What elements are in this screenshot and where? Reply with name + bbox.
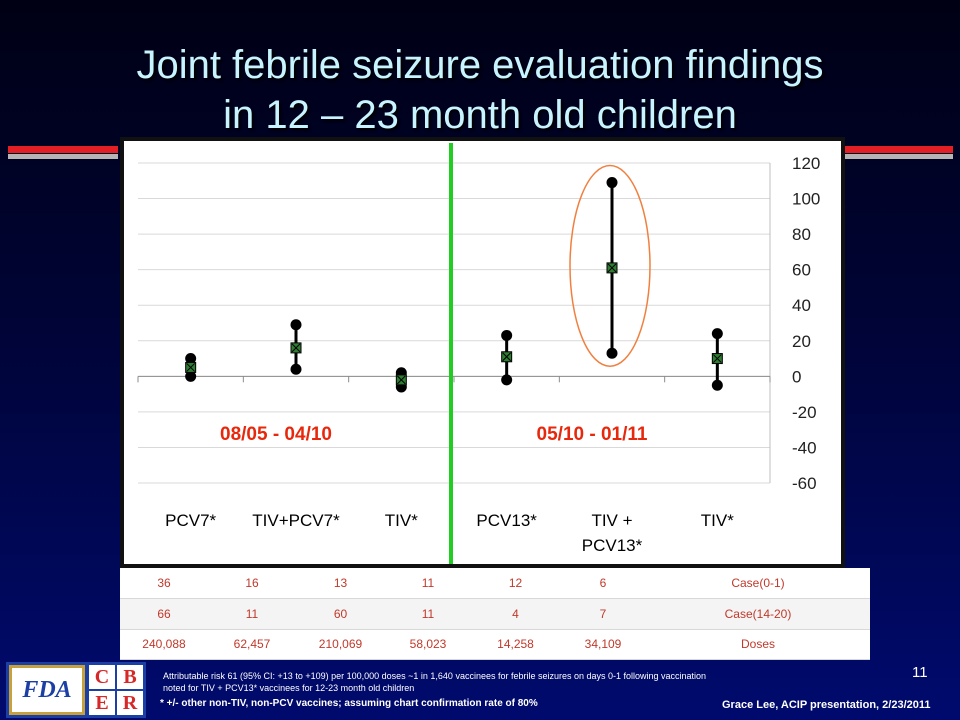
table-cell: 34,109 (560, 629, 646, 660)
point-estimate-cross (502, 352, 512, 362)
category-label: TIV* (701, 511, 734, 530)
point-estimate-cross (291, 343, 301, 353)
ci-upper-point (711, 328, 723, 340)
period-label: 05/10 - 01/11 (537, 424, 648, 445)
y-tick-label: 120 (792, 154, 820, 173)
table-row-label: Case(0-1) (646, 568, 870, 599)
category-label: TIV + PCV13* (582, 511, 643, 555)
period-label: 08/05 - 04/10 (220, 424, 332, 445)
table-cell: 12 (471, 568, 560, 599)
table-cell: 36 (120, 568, 208, 599)
table-row: 240,088 62,457 210,069 58,023 14,258 34,109 Do… (120, 629, 870, 660)
y-tick-label: -20 (792, 403, 817, 422)
footnote-attributable-risk: Attributable risk 61 (95% CI: +13 to +10… (163, 671, 707, 693)
table-cell: 11 (385, 568, 471, 599)
point-estimate-cross (186, 363, 196, 372)
slide-title: Joint febrile seizure evaluation finding… (20, 40, 940, 140)
decorative-stripe-gray-left (8, 154, 118, 159)
y-tick-label: 60 (792, 261, 811, 280)
table-cell: 62,457 (208, 629, 296, 660)
table-row-label: Doses (646, 629, 870, 660)
ci-upper-point (501, 329, 513, 341)
table-cell: 7 (560, 598, 646, 630)
table-cell: 210,069 (296, 629, 385, 660)
ci-lower-point (606, 347, 618, 359)
table-row: 36 16 13 11 12 6 Case(0-1) (120, 568, 870, 599)
table-cell: 16 (208, 568, 296, 599)
title-line-2: in 12 – 23 month old children (223, 93, 737, 137)
table-cell: 4 (471, 598, 560, 630)
table-cell: 58,023 (385, 629, 471, 660)
table-cell: 11 (385, 598, 471, 630)
category-label: TIV* (385, 511, 418, 530)
table-cell: 6 (560, 568, 646, 599)
ci-upper-point (290, 319, 302, 331)
ci-lower-point (711, 379, 723, 391)
table-cell: 11 (208, 598, 296, 630)
table-row: 66 11 60 11 4 7 Case(14-20) (120, 598, 870, 630)
decorative-stripe-gray-right (845, 154, 953, 159)
ci-upper-point (606, 177, 618, 189)
cber-letter: R (117, 691, 143, 715)
point-estimate-cross (607, 263, 617, 273)
point-estimate-cross (712, 354, 722, 363)
table-cell: 240,088 (120, 629, 208, 660)
ci-lower-point (185, 370, 197, 382)
table-cell: 60 (296, 598, 385, 630)
table-row-label: Case(14-20) (646, 598, 870, 630)
fda-logo: FDA (9, 665, 85, 715)
cber-letter: B (117, 665, 143, 689)
ci-lower-point (501, 374, 513, 386)
table-cell: 66 (120, 598, 208, 630)
cber-logo: C B E R (89, 665, 143, 715)
point-estimate-cross (396, 375, 406, 385)
cber-letter: C (89, 665, 115, 689)
y-tick-label: 100 (792, 190, 820, 209)
ci-upper-point (185, 353, 197, 365)
decorative-stripe-right (845, 146, 953, 153)
title-line-1: Joint febrile seizure evaluation finding… (136, 43, 824, 87)
page-number: 11 (912, 664, 928, 681)
category-label: PCV13* (476, 511, 537, 530)
ci-lower-point (290, 363, 302, 375)
fda-cber-logo: FDA C B E R (6, 662, 146, 718)
y-tick-label: 40 (792, 296, 811, 315)
y-tick-label: -60 (792, 474, 817, 493)
cber-letter: E (89, 691, 115, 715)
ci-chart: 120 100 80 60 40 20 0 -20 -40 -60 08/05 - 04/10 05… (137, 143, 820, 564)
y-tick-label: -40 (792, 438, 817, 457)
category-label: PCV7* (165, 511, 216, 530)
footnote-vaccines: * +/- other non-TIV, non-PCV vaccines; a… (160, 698, 538, 709)
data-table: 36 16 13 11 12 6 Case(0-1) 66 11 60 11 4 7 Case(14-20… (120, 568, 870, 660)
y-tick-label: 80 (792, 225, 811, 244)
presentation-credit: Grace Lee, ACIP presentation, 2/23/2011 (722, 699, 931, 711)
category-label: TIV+PCV7* (252, 511, 340, 530)
decorative-stripe-left (8, 146, 118, 153)
table-cell: 14,258 (471, 629, 560, 660)
chart-panel: 120 100 80 60 40 20 0 -20 -40 -60 08/05 - 04/10 05… (120, 137, 845, 568)
y-tick-label: 20 (792, 332, 811, 351)
table-cell: 13 (296, 568, 385, 599)
highlight-ellipse (569, 164, 651, 367)
y-tick-label: 0 (792, 367, 801, 386)
